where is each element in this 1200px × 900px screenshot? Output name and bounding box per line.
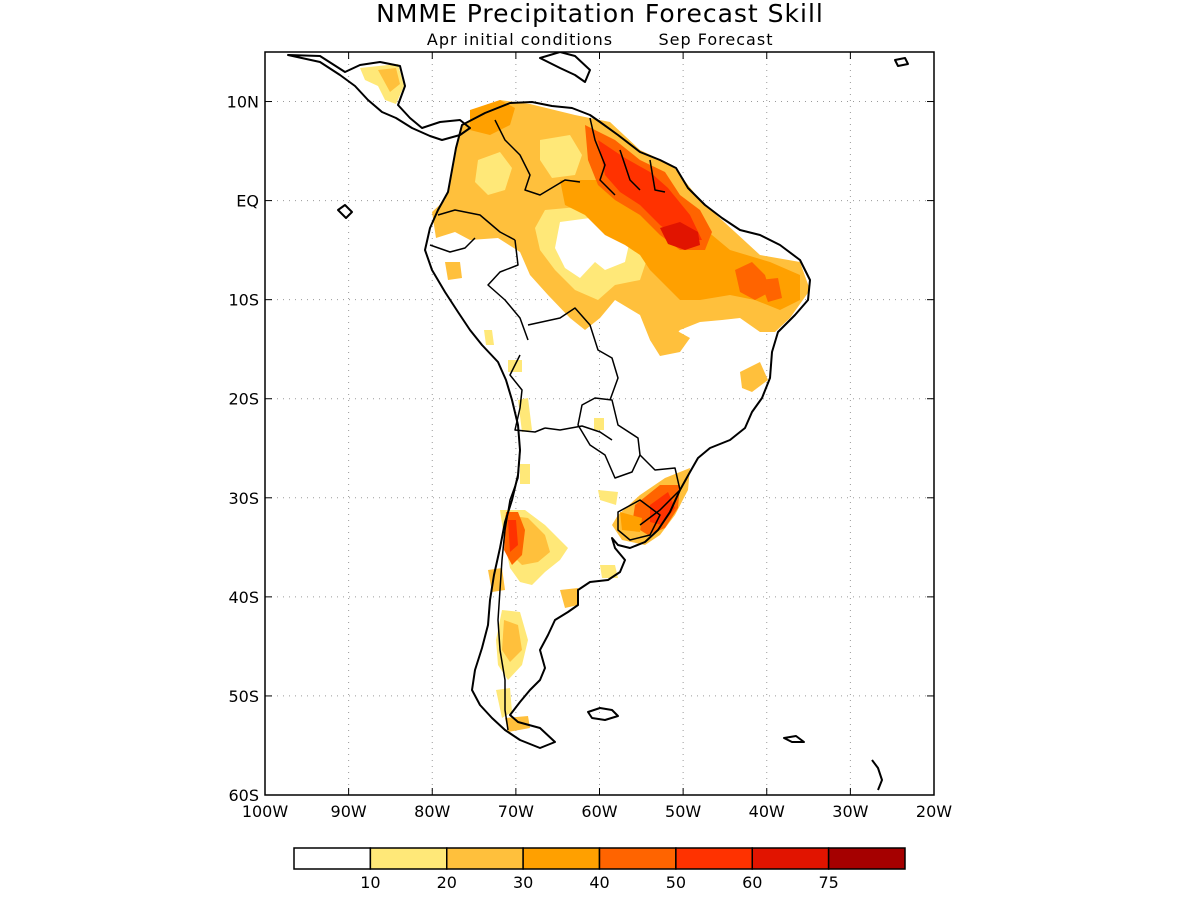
longitude-axis: 100W 90W 80W 70W 60W 50W 40W 30W 20W (242, 52, 952, 821)
lon-tick-label: 60W (581, 802, 617, 821)
border-venezuela-guyana (589, 117, 616, 196)
border-paraguay (577, 397, 641, 479)
colorbar: 10 20 30 40 50 60 75 (293, 847, 906, 892)
subtitle-initial-conditions: Apr initial conditions (427, 30, 613, 49)
colorbar-swatch (598, 847, 677, 870)
border-peru-brazil (487, 239, 529, 341)
skill-patch-tierra-del-fuego (505, 716, 530, 732)
lon-tick-label: 20W (916, 802, 952, 821)
skill-patch-central-chile-core (508, 520, 518, 552)
skill-patch-ecuador (445, 262, 462, 280)
border-colombia-venezuela (494, 119, 581, 196)
border-argentina-chile (497, 449, 521, 731)
skill-patch-colombia-light (475, 152, 512, 195)
lon-tick-label: 40W (749, 802, 785, 821)
page-title: NMME Precipitation Forecast Skill (376, 0, 824, 28)
border-ecuador-peru (429, 237, 476, 253)
skill-patch-parana (598, 490, 618, 505)
skill-patch-patagonia-mid (502, 620, 522, 662)
lat-tick-label: 20S (228, 390, 259, 409)
skill-patch-amazon-mouth (660, 222, 700, 250)
coastline-central-america (287, 54, 471, 141)
skill-patch-interior-2 (740, 362, 768, 392)
lon-tick-label: 100W (242, 802, 289, 821)
skill-patch-atacama (518, 398, 532, 432)
skill-patch-guianas-core (598, 140, 702, 240)
country-borders (429, 117, 681, 731)
colorbar-swatch (827, 847, 906, 870)
colorbar-swatch (522, 847, 601, 870)
lon-tick-label: 70W (498, 802, 534, 821)
latitude-axis: 10N EQ 10S 20S 30S 40S 50S 60S (227, 93, 934, 805)
skill-patch-northwest-orange (470, 100, 515, 135)
coastline-west-africa-edge (871, 759, 883, 791)
skill-patch-peru (484, 330, 494, 345)
colorbar-swatch (675, 847, 753, 870)
border-peru-bolivia-chile (509, 354, 546, 433)
colorbar-swatch (446, 847, 524, 870)
skill-patch-central-america-core (378, 68, 400, 92)
lon-tick-label: 50W (665, 802, 701, 821)
colorbar-swatch (293, 847, 372, 870)
skill-patch-buenos-aires (600, 565, 618, 578)
colorbar-label: 50 (666, 873, 686, 892)
colorbar-label: 40 (589, 873, 609, 892)
coastline-cape-verde (894, 57, 909, 67)
skill-patch-north-argentina (520, 464, 530, 484)
skill-patch-paraguay (594, 418, 604, 430)
border-guianas (619, 149, 666, 193)
lon-tick-label: 90W (331, 802, 367, 821)
lat-tick-label: 40S (228, 588, 259, 607)
skill-patch-uruguay (620, 512, 642, 532)
border-brazil-bolivia (527, 307, 619, 401)
lat-tick-label: 50S (228, 687, 259, 706)
skill-patch-interior-1 (650, 328, 690, 356)
lat-tick-label: 60S (228, 786, 259, 805)
border-colombia-ecuador (437, 209, 516, 241)
colorbar-label: 20 (437, 873, 457, 892)
lat-tick-label: 30S (228, 489, 259, 508)
skill-patch-venezuela-light (540, 135, 582, 178)
lat-tick-label: 10S (228, 291, 259, 310)
colorbar-label: 10 (360, 873, 380, 892)
border-uruguay (617, 499, 661, 541)
lat-tick-label: EQ (236, 192, 259, 211)
subtitle-forecast-month: Sep Forecast (659, 30, 774, 49)
lat-tick-label: 10N (227, 93, 259, 112)
coastline-galapagos (337, 204, 353, 219)
colorbar-label: 75 (818, 873, 838, 892)
border-bolivia-paraguay (544, 425, 613, 441)
colorbar-swatch (751, 847, 830, 870)
skill-patch-ne-brazil (735, 262, 770, 300)
skill-patch-south-patagonia (496, 688, 512, 718)
coastline-falklands (587, 707, 619, 721)
skill-patch-pampas (560, 588, 578, 608)
colorbar-label: 30 (513, 873, 533, 892)
coastline-south-georgia (783, 735, 805, 743)
skill-patch-amazon-white (555, 218, 630, 278)
lon-tick-label: 80W (414, 802, 450, 821)
lon-tick-label: 30W (832, 802, 868, 821)
colorbar-swatch (369, 847, 448, 870)
colorbar-label: 60 (742, 873, 762, 892)
skill-patch-ne-brazil-2 (760, 278, 782, 302)
